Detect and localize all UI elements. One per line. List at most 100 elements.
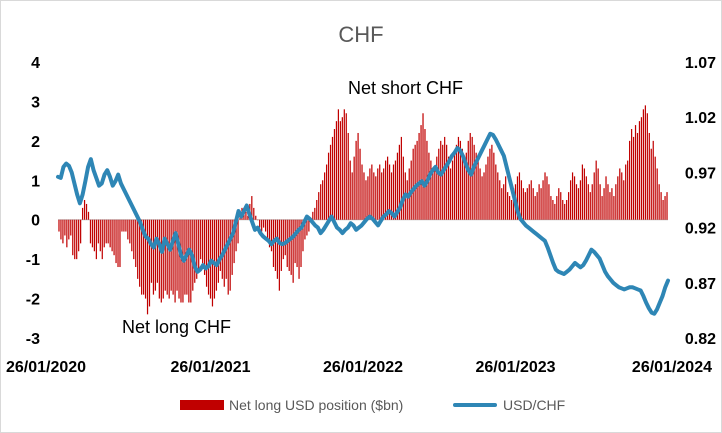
bar [528,184,530,220]
bar [648,132,650,220]
bar [471,136,473,220]
bar [194,219,196,283]
bar [611,188,613,220]
bar [512,188,515,220]
bar [587,184,589,220]
y-right-axis: 1.07 1.02 0.97 0.92 0.87 0.82 [685,55,716,348]
bar [278,219,280,291]
bar [129,219,131,244]
bar [516,176,519,220]
bar [237,219,239,244]
bar [625,164,627,220]
bar [377,168,379,220]
bar [526,188,528,220]
bar [577,188,580,220]
bar [113,219,115,256]
bar [170,219,172,291]
bar [508,196,511,220]
bar [294,219,296,264]
bar [205,219,208,287]
bar [449,168,452,220]
bar [617,176,619,220]
bar [353,156,355,220]
legend-line-label: USD/CHF [503,397,565,413]
bar [221,219,223,279]
bar [418,132,420,220]
y-left-tick-label: 3 [31,94,40,111]
bar [444,136,446,220]
x-axis: 26/01/2020 26/01/2021 26/01/2022 26/01/2023… [6,359,712,376]
bar [420,125,422,220]
y-right-tick-label: 0.92 [685,221,716,238]
x-tick-label: 26/01/2024 [632,359,712,376]
bar [127,219,129,240]
bar [121,219,123,232]
bar [438,148,440,220]
bar [97,219,99,244]
bar [510,200,513,220]
bar [556,196,558,220]
bar [341,117,343,220]
bar [365,180,367,220]
bar [664,196,666,220]
bar [231,219,233,275]
bar [131,219,133,252]
bar [658,184,660,220]
bar [263,219,265,228]
bar [314,207,316,220]
bar [634,125,637,220]
bar [337,109,340,220]
y-left-tick-label: 2 [31,134,40,151]
bar [345,113,347,220]
bar [111,219,113,252]
bar [253,207,255,220]
bar [501,188,503,220]
bar [581,164,584,220]
bar [373,172,375,220]
bar [339,121,341,220]
bar [566,200,568,220]
bar [485,164,487,220]
bar [627,160,629,220]
bar [619,168,621,220]
bar [589,192,591,220]
bar [497,172,499,220]
bar [487,156,489,220]
bar [636,132,639,220]
bar [119,219,121,268]
legend-bar-label: Net long USD position ($bn) [229,397,403,413]
bar [607,184,609,220]
bar [518,172,521,220]
y-left-axis: 4 3 2 1 0 -1 -2 -3 [26,55,40,348]
bar [156,219,158,283]
bar [520,180,523,220]
bar [292,219,294,283]
bar [599,184,601,220]
bar [188,219,190,303]
bar [160,219,162,303]
bar [142,219,145,295]
bar [532,188,534,220]
bar [375,176,377,220]
bar [335,121,338,220]
bar [274,219,277,271]
bar [327,152,330,220]
bar [457,136,460,220]
bar [233,219,235,264]
bar [125,219,127,232]
bar [385,160,387,220]
bar [58,219,60,232]
bar [652,140,654,220]
bar [650,148,652,220]
legend: Net long USD position ($bn) USD/CHF [180,397,565,413]
bar [621,172,623,220]
bar [473,144,475,220]
bar [386,156,389,220]
bar [91,219,94,248]
bar [414,144,416,220]
bar [207,219,210,295]
y-left-tick-label: 1 [31,173,40,190]
bar [329,144,332,220]
bar [72,219,74,256]
bar [479,168,481,220]
